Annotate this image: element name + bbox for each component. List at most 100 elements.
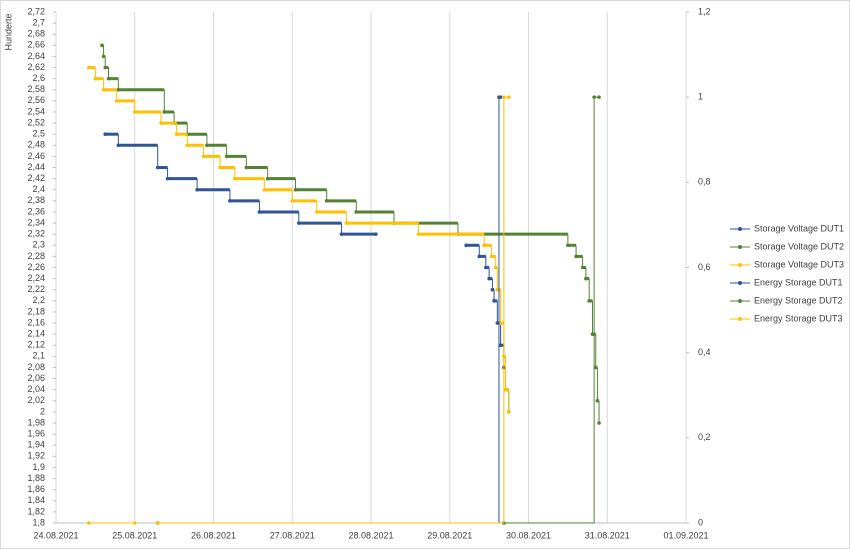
point-marker (233, 176, 237, 181)
y-tick-label: 2,66 (27, 40, 45, 50)
point-marker (101, 54, 106, 59)
point-marker (218, 165, 222, 170)
legend-marker (738, 263, 742, 267)
y-tick-label: 2,06 (27, 373, 45, 383)
point-marker (502, 95, 506, 99)
y-tick-label: 2,58 (27, 84, 45, 94)
point-marker (592, 95, 596, 99)
point-marker (265, 176, 270, 181)
x-tick-label: 31.08.2021 (585, 530, 630, 540)
y-tick-label: 2,32 (27, 229, 45, 239)
y2-tick-label: 0,6 (698, 262, 711, 272)
point-marker (493, 265, 498, 270)
legend-label: Storage Voltage DUT3 (754, 259, 844, 269)
point-marker (587, 299, 592, 303)
point-marker (498, 321, 503, 325)
y-tick-label: 2,4 (32, 184, 45, 194)
point-marker (155, 521, 160, 525)
y-tick-label: 2,46 (27, 151, 45, 161)
legend-label: Energy Storage DUT1 (754, 277, 843, 287)
y-tick-label: 2 (40, 406, 45, 416)
legend-label: Energy Storage DUT2 (754, 295, 843, 305)
y-tick-label: 1,88 (27, 473, 45, 483)
legend-marker (738, 317, 742, 321)
point-marker (165, 176, 170, 181)
x-tick-label: 01.09.2021 (663, 530, 708, 540)
point-marker (482, 243, 487, 248)
point-marker (484, 265, 488, 270)
point-marker (132, 521, 137, 525)
point-marker (116, 143, 121, 148)
point-marker (103, 65, 108, 70)
y-tick-label: 2,22 (27, 284, 45, 294)
y-tick-label: 2,18 (27, 306, 45, 316)
y-tick-label: 2,12 (27, 340, 45, 350)
y-tick-label: 2,02 (27, 395, 45, 405)
legend-marker (738, 227, 742, 231)
y2-tick-label: 1,2 (698, 6, 711, 16)
point-marker (503, 387, 508, 392)
point-marker (185, 143, 190, 148)
y-tick-label: 2,48 (27, 140, 45, 150)
point-marker (93, 76, 98, 81)
point-marker (566, 243, 570, 248)
x-tick-label: 24.08.2021 (33, 530, 78, 540)
point-marker (597, 421, 601, 425)
point-marker (293, 187, 298, 192)
point-marker (507, 410, 511, 414)
y-tick-label: 2,68 (27, 29, 45, 39)
point-marker (495, 321, 500, 325)
y-tick-label: 2,64 (27, 51, 45, 61)
y-tick-label: 2,04 (27, 384, 45, 394)
y-tick-label: 2,34 (27, 217, 45, 227)
y2-tick-label: 0,2 (698, 432, 711, 442)
y-tick-label: 2,24 (27, 273, 45, 283)
point-marker (416, 232, 421, 236)
point-marker (374, 232, 378, 236)
point-marker (244, 165, 249, 170)
y2-tick-label: 0,4 (698, 347, 711, 357)
y-tick-label: 2,62 (27, 62, 45, 72)
y-tick-label: 2,56 (27, 95, 45, 105)
point-marker (595, 399, 600, 403)
y-tick-label: 1,92 (27, 451, 45, 461)
y-tick-label: 1,86 (27, 484, 45, 494)
y-tick-label: 2,52 (27, 117, 45, 127)
legend-label: Storage Voltage DUT1 (754, 223, 844, 233)
y-tick-label: 2,08 (27, 362, 45, 372)
y2-tick-label: 0 (698, 517, 703, 527)
y-tick-label: 2,2 (32, 295, 45, 305)
legend-label: Energy Storage DUT3 (754, 313, 843, 323)
point-marker (354, 210, 359, 214)
point-marker (490, 287, 495, 292)
point-marker (132, 110, 137, 114)
point-marker (507, 95, 511, 99)
legend-marker (738, 299, 742, 303)
point-marker (487, 276, 491, 281)
y-tick-label: 1,8 (32, 517, 45, 527)
point-marker (116, 87, 121, 92)
point-marker (584, 276, 588, 281)
point-marker (162, 110, 167, 114)
point-marker (100, 43, 104, 48)
point-marker (262, 187, 267, 192)
point-marker (155, 165, 160, 170)
y-tick-label: 2,3 (32, 240, 45, 250)
point-marker (489, 254, 494, 259)
legend-marker (738, 245, 742, 249)
y-tick-label: 2,38 (27, 195, 45, 205)
y-tick-label: 2,16 (27, 317, 45, 327)
y-tick-label: 1,98 (27, 417, 45, 427)
legend-label: Storage Voltage DUT2 (754, 241, 844, 251)
x-tick-label: 29.08.2021 (427, 530, 472, 540)
y2-tick-label: 0,8 (698, 177, 711, 187)
y-tick-label: 2,36 (27, 206, 45, 216)
point-marker (101, 87, 106, 92)
point-marker (87, 521, 91, 525)
point-marker (498, 95, 503, 99)
point-marker (344, 221, 349, 225)
x-tick-label: 30.08.2021 (506, 530, 551, 540)
point-marker (257, 210, 262, 214)
point-marker (103, 132, 108, 136)
point-marker (87, 65, 91, 70)
